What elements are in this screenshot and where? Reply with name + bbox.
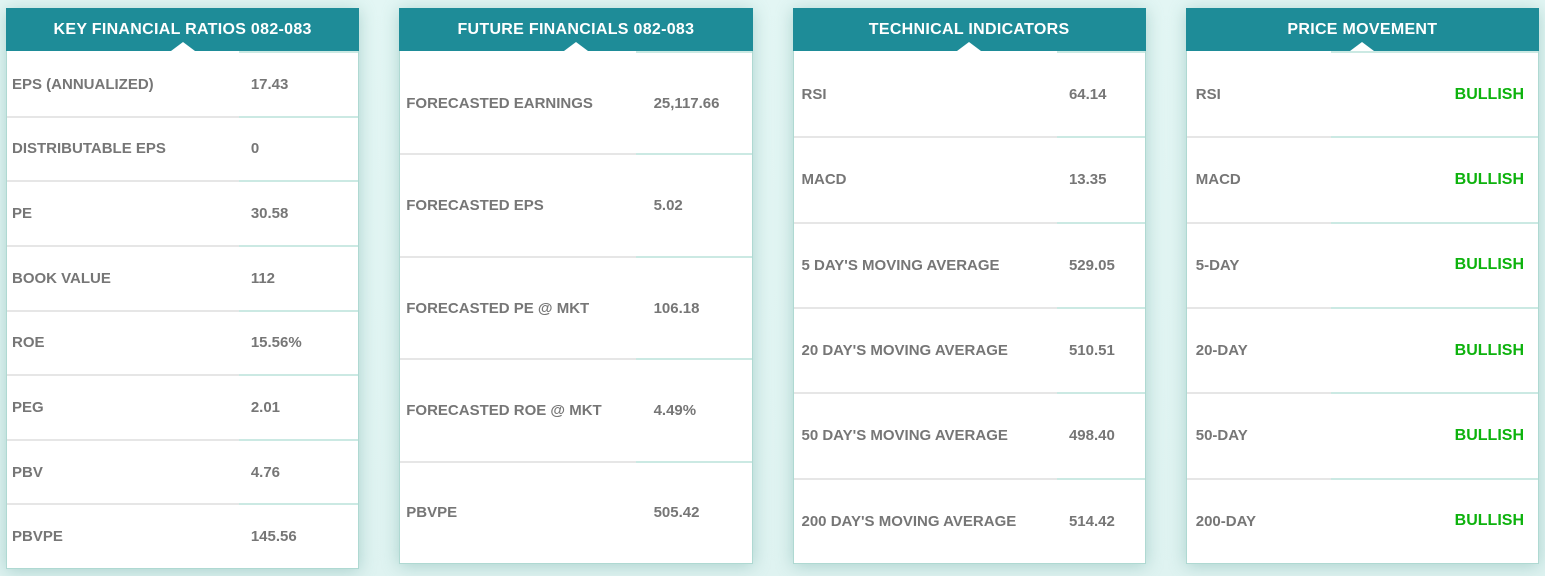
key-financial-ratios-header: KEY FINANCIAL RATIOS 082-083 (6, 8, 360, 51)
row-label: BOOK VALUE (7, 244, 239, 310)
table-row: PBVPE 505.42 (400, 460, 752, 563)
table-row: 20 DAY'S MOVING AVERAGE 510.51 (793, 306, 1145, 392)
row-label: FORECASTED ROE @ MKT (400, 358, 636, 460)
row-label: MACD (1186, 136, 1331, 221)
row-label: FORECASTED EARNINGS (406, 94, 593, 112)
status-badge: BULLISH (1330, 392, 1538, 477)
table-row: FORECASTED PE @ MKT 106.18 (400, 255, 752, 358)
table-row: 20-DAY BULLISH (1186, 306, 1538, 392)
row-label: PE (7, 180, 239, 245)
table-row: 5 DAY'S MOVING AVERAGE 529.05 (793, 221, 1145, 307)
table-row: ROE 15.56% (7, 309, 359, 375)
panel-title: FUTURE FINANCIALS 082-083 (457, 20, 695, 38)
row-label: FORECASTED PE @ MKT (400, 255, 636, 358)
row-label: PBV (7, 438, 239, 504)
table-row: BOOK VALUE 112 (7, 244, 359, 310)
row-label: EPS (ANNUALIZED) (12, 75, 154, 93)
technical-indicators-table: RSI 64.14 MACD 13.35 5 DAY'S MOVING AVER… (792, 51, 1146, 564)
panel-price-movement: PRICE MOVEMENT RSI BULLISH MACD BULLISH … (1185, 8, 1539, 564)
row-label: 5 DAY'S MOVING AVERAGE (793, 221, 1057, 307)
row-label: PBVPE (7, 503, 239, 568)
row-value: 4.76 (238, 438, 359, 504)
row-value: 498.40 (1056, 392, 1145, 477)
status-badge: BULLISH (1330, 221, 1538, 307)
table-row: EPS (ANNUALIZED) 17.43 (7, 51, 359, 116)
table-row: PBV 4.76 (7, 438, 359, 504)
status-badge: BULLISH (1330, 477, 1538, 563)
row-value: 112 (238, 244, 359, 310)
row-value: 5.02 (635, 153, 752, 255)
technical-indicators-header: TECHNICAL INDICATORS (792, 8, 1146, 51)
row-value: 15.56% (238, 309, 359, 375)
row-value: 25,117.66 (635, 51, 752, 153)
row-label: RSI (1195, 86, 1221, 104)
row-value: 106.18 (635, 255, 752, 358)
table-row: 50 DAY'S MOVING AVERAGE 498.40 (793, 392, 1145, 477)
row-value: 64.14 (1056, 51, 1145, 136)
row-value: 0 (238, 115, 359, 181)
row-value: 505.42 (635, 460, 752, 563)
panel-title: PRICE MOVEMENT (1287, 20, 1438, 38)
table-row: MACD 13.35 (793, 136, 1145, 221)
table-row: 50-DAY BULLISH (1186, 392, 1538, 477)
panel-title: TECHNICAL INDICATORS (868, 20, 1070, 38)
row-value: 514.42 (1056, 477, 1145, 563)
table-row: 200 DAY'S MOVING AVERAGE 514.42 (793, 477, 1145, 563)
table-row: FORECASTED ROE @ MKT 4.49% (400, 358, 752, 460)
table-row: FORECASTED EARNINGS 25,117.66 (400, 51, 752, 153)
row-label: 200-DAY (1186, 477, 1331, 563)
status-badge: BULLISH (1330, 306, 1538, 392)
table-row: MACD BULLISH (1186, 136, 1538, 221)
future-financials-header: FUTURE FINANCIALS 082-083 (399, 8, 753, 51)
table-row: PE 30.58 (7, 180, 359, 245)
row-value: 30.58 (238, 180, 359, 245)
row-label: 20-DAY (1186, 306, 1331, 392)
row-label: 50 DAY'S MOVING AVERAGE (793, 392, 1057, 477)
panel-title: KEY FINANCIAL RATIOS 082-083 (53, 20, 312, 38)
status-badge: BULLISH (1330, 136, 1538, 221)
row-label: MACD (793, 136, 1057, 221)
panel-key-financial-ratios: KEY FINANCIAL RATIOS 082-083 EPS (ANNUAL… (6, 8, 360, 569)
price-movement-table: RSI BULLISH MACD BULLISH 5-DAY BULLISH 2… (1185, 51, 1539, 564)
table-row: 5-DAY BULLISH (1186, 221, 1538, 307)
row-value: 510.51 (1056, 306, 1145, 392)
row-value: 13.35 (1056, 136, 1145, 221)
future-financials-table: FORECASTED EARNINGS 25,117.66 FORECASTED… (399, 51, 753, 564)
row-label: PBVPE (400, 460, 636, 563)
key-financial-ratios-table: EPS (ANNUALIZED) 17.43 DISTRIBUTABLE EPS… (6, 51, 360, 569)
panel-future-financials: FUTURE FINANCIALS 082-083 FORECASTED EAR… (399, 8, 753, 564)
panel-technical-indicators: TECHNICAL INDICATORS RSI 64.14 MACD 13.3… (792, 8, 1146, 564)
row-label: FORECASTED EPS (400, 153, 636, 255)
row-label: RSI (801, 86, 827, 104)
row-label: ROE (7, 309, 239, 375)
table-row: FORECASTED EPS 5.02 (400, 153, 752, 255)
table-row: RSI 64.14 (794, 51, 1145, 136)
table-row: RSI BULLISH (1187, 51, 1538, 136)
row-label: 20 DAY'S MOVING AVERAGE (793, 306, 1057, 392)
table-row: 200-DAY BULLISH (1186, 477, 1538, 563)
row-label: 50-DAY (1186, 392, 1331, 477)
table-row: PEG 2.01 (7, 374, 359, 439)
row-value: 17.43 (238, 51, 359, 116)
row-value: 529.05 (1056, 221, 1145, 307)
row-value: 2.01 (238, 374, 359, 439)
table-row: PBVPE 145.56 (7, 503, 359, 568)
row-label: 5-DAY (1186, 221, 1331, 307)
row-label: 200 DAY'S MOVING AVERAGE (793, 477, 1057, 563)
row-label: PEG (7, 374, 239, 439)
status-badge: BULLISH (1330, 51, 1538, 136)
row-value: 4.49% (635, 358, 752, 460)
row-label: DISTRIBUTABLE EPS (7, 115, 239, 181)
price-movement-header: PRICE MOVEMENT (1185, 8, 1539, 51)
table-row: DISTRIBUTABLE EPS 0 (7, 115, 359, 181)
row-value: 145.56 (238, 503, 359, 568)
